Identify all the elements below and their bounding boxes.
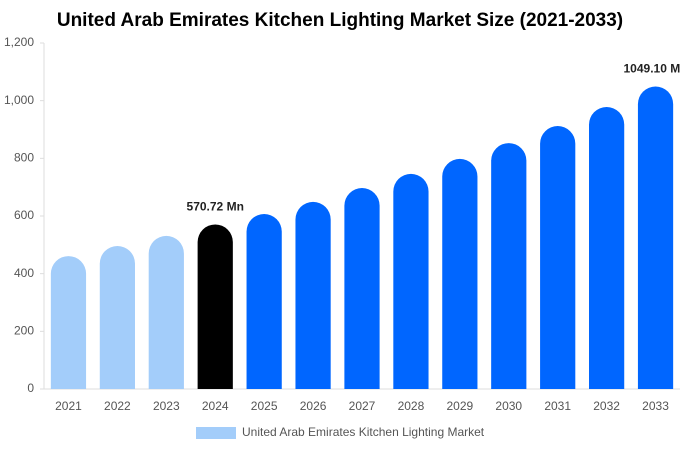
y-tick-label: 0 — [27, 381, 34, 395]
bar — [99, 245, 135, 389]
x-tick-label: 2027 — [349, 399, 376, 413]
bar — [148, 235, 184, 389]
y-tick-label: 800 — [14, 151, 34, 165]
bar — [442, 158, 478, 389]
y-tick-label: 600 — [14, 208, 34, 222]
bar — [589, 107, 625, 390]
chart-title: United Arab Emirates Kitchen Lighting Ma… — [57, 10, 623, 31]
bar — [491, 143, 527, 389]
bar — [540, 126, 576, 390]
x-tick-label: 2032 — [593, 399, 620, 413]
x-tick-label: 2026 — [300, 399, 327, 413]
bar — [344, 188, 380, 389]
x-tick-label: 2023 — [153, 399, 180, 413]
x-tick-label: 2029 — [446, 399, 473, 413]
x-tick-label: 2024 — [202, 399, 229, 413]
bar — [295, 201, 331, 389]
x-tick-label: 2025 — [251, 399, 278, 413]
x-tick-label: 2030 — [495, 399, 522, 413]
bar — [637, 86, 674, 389]
data-label: 1049.10 Mn — [624, 62, 680, 76]
data-label: 570.72 Mn — [187, 200, 244, 214]
y-tick-label: 200 — [14, 324, 34, 338]
bar — [393, 173, 429, 389]
x-tick-label: 2028 — [398, 399, 425, 413]
y-tick-label: 1,200 — [4, 35, 34, 49]
y-tick-label: 400 — [14, 266, 34, 280]
x-tick-label: 2033 — [642, 399, 669, 413]
legend-label: United Arab Emirates Kitchen Lighting Ma… — [242, 425, 485, 439]
bar — [197, 224, 233, 389]
bar — [246, 213, 282, 389]
bar — [50, 256, 87, 389]
x-tick-label: 2021 — [55, 399, 82, 413]
x-tick-label: 2022 — [104, 399, 131, 413]
x-tick-label: 2031 — [544, 399, 571, 413]
y-tick-label: 1,000 — [4, 93, 34, 107]
legend-swatch — [196, 427, 236, 439]
